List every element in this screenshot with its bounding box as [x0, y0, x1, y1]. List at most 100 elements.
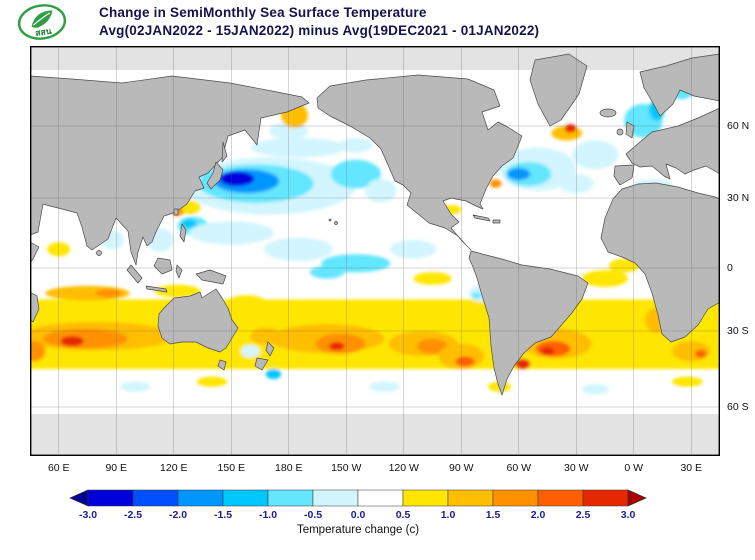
continent-australia	[157, 288, 239, 353]
colorbar-segment	[177, 489, 224, 507]
anomaly-southern-ocean-speck-1	[120, 381, 151, 392]
lon-tick-label: 120 E	[160, 462, 188, 474]
anomaly-california-coast-cool	[365, 178, 397, 203]
anomaly-southeast-pacific-warm-core	[417, 338, 448, 354]
lon-tick-label: 0 W	[624, 462, 644, 474]
island-borneo	[153, 257, 173, 275]
colorbar-tick-label: 2.0	[530, 509, 546, 521]
islands-hawaii	[334, 221, 338, 225]
anomaly-tasman-southeast-cool	[240, 344, 260, 358]
anomaly-northwest-pacific-cool-core	[219, 171, 255, 186]
colorbar-tick-label: -0.5	[303, 509, 323, 521]
lat-tick-label: 60 N	[727, 120, 750, 132]
island-tasmania	[217, 359, 227, 371]
island-new-zealand-north	[265, 341, 275, 357]
island-ireland	[616, 128, 624, 136]
lon-tick-label: 30 E	[680, 462, 703, 474]
region-horn-of-africa	[30, 241, 40, 264]
colorbar-tick-label: 1.5	[485, 509, 501, 521]
continent-asia	[30, 75, 310, 266]
islands-hawaii-2	[328, 218, 332, 222]
colorbar-tick-label: -2.0	[168, 509, 188, 521]
colorbar-tick-label: 0.0	[350, 509, 366, 521]
lat-tick-label: 30 N	[727, 192, 750, 204]
colorbar-tick-label: 3.0	[620, 509, 636, 521]
antarctic-no-data-band	[30, 414, 720, 456]
island-iceland	[599, 108, 617, 118]
anomaly-north-pacific-tropics-cool-2	[263, 237, 333, 261]
world-map	[30, 46, 720, 456]
colorbar-segment	[447, 489, 494, 507]
anomaly-philippine-sea-cool-core	[181, 219, 197, 229]
anomaly-southern-ocean-speck-6	[672, 376, 703, 387]
island-hispaniola	[492, 219, 501, 224]
lon-tick-label: 90 W	[448, 462, 474, 474]
islands-philippines	[179, 223, 187, 243]
figure-titles: Change in SemiMonthly Sea Surface Temper…	[99, 4, 539, 40]
anomaly-tropical-indian-warm-core	[95, 289, 123, 298]
leaf-vein	[32, 12, 51, 26]
anomaly-southern-ocean-speck-3	[369, 381, 400, 392]
region-scandinavia	[639, 53, 720, 117]
anomaly-south-atlantic-hot-spot	[540, 347, 555, 356]
anomaly-chile-coast-warm-core	[455, 356, 475, 367]
colorbar-arrow-left	[69, 489, 89, 507]
anomaly-southern-ocean-speck-5	[582, 384, 609, 395]
island-taiwan	[173, 208, 179, 216]
island-sri-lanka	[96, 250, 102, 256]
lon-tick-label: 120 W	[388, 462, 419, 474]
anomaly-northeast-atlantic-cool	[572, 140, 619, 170]
island-new-guinea	[195, 269, 227, 285]
colorbar-segment	[492, 489, 539, 507]
land-layer	[30, 53, 720, 396]
island-sakhalin	[221, 141, 228, 163]
figure-title: Change in SemiMonthly Sea Surface Temper…	[99, 5, 427, 20]
anomaly-agulhas-warm	[30, 341, 46, 362]
colorbar-tick-label: -2.5	[123, 509, 143, 521]
anomaly-equatorial-atlantic-warm	[582, 270, 628, 287]
anomaly-southern-ocean-speck-2	[196, 376, 228, 387]
colorbar-segment	[312, 489, 359, 507]
anomaly-northeast-pacific-cool	[330, 159, 381, 189]
colorbar-segment	[357, 489, 404, 507]
anomaly-south-indian-warm-core	[43, 328, 128, 349]
colorbar-segment	[222, 489, 269, 507]
colorbar-segment	[402, 489, 449, 507]
lat-tick-label: 30 S	[727, 325, 749, 337]
colorbar-segment	[537, 489, 584, 507]
colorbar-tick-label: 0.5	[395, 509, 411, 521]
colorbar-tick-label: -1.5	[213, 509, 233, 521]
island-java	[145, 285, 168, 293]
anomaly-north-australia-warm	[154, 284, 201, 298]
anomaly-agulhas-hot-spot	[695, 349, 707, 358]
region-iberia	[613, 164, 635, 186]
anomaly-hawaii-east-warm-specks	[413, 272, 452, 285]
arctic-no-data-band	[30, 46, 720, 70]
colorbar-arrow-right	[627, 489, 647, 507]
anomaly-south-pacific-hot-spot	[329, 342, 345, 351]
anomaly-gulf-stream-warm-spot	[490, 179, 502, 188]
lon-tick-label: 150 E	[217, 462, 245, 474]
lon-tick-label: 90 E	[105, 462, 128, 474]
anomaly-gulf-of-guinea-warm	[608, 258, 640, 273]
anomaly-equatorial-pacific-cool-core	[309, 265, 345, 279]
anomaly-peru-coast-cool-core	[471, 292, 482, 299]
island-sumatra	[126, 264, 143, 284]
lon-tick-label: 180 E	[275, 462, 303, 474]
anomaly-south-indian-hot-spot	[60, 336, 84, 347]
anomaly-south-atlantic-warm-core	[536, 341, 571, 357]
colorbar-segment	[582, 489, 629, 507]
colorbar	[69, 489, 647, 507]
island-greenland	[529, 53, 588, 127]
colorbar-tick-label: -3.0	[78, 509, 98, 521]
colorbar-segment	[87, 489, 134, 507]
island-cuba	[472, 214, 491, 222]
island-japan	[206, 161, 224, 190]
anomaly-nz-south-cool	[265, 369, 282, 380]
anomaly-gulf-of-alaska-cool	[338, 138, 374, 153]
colorbar-tick-label: -1.0	[258, 509, 278, 521]
anomaly-north-pacific-50n-cool	[250, 138, 347, 158]
lon-tick-label: 30 W	[563, 462, 589, 474]
anomaly-east-pacific-itcz-cool	[390, 240, 437, 259]
